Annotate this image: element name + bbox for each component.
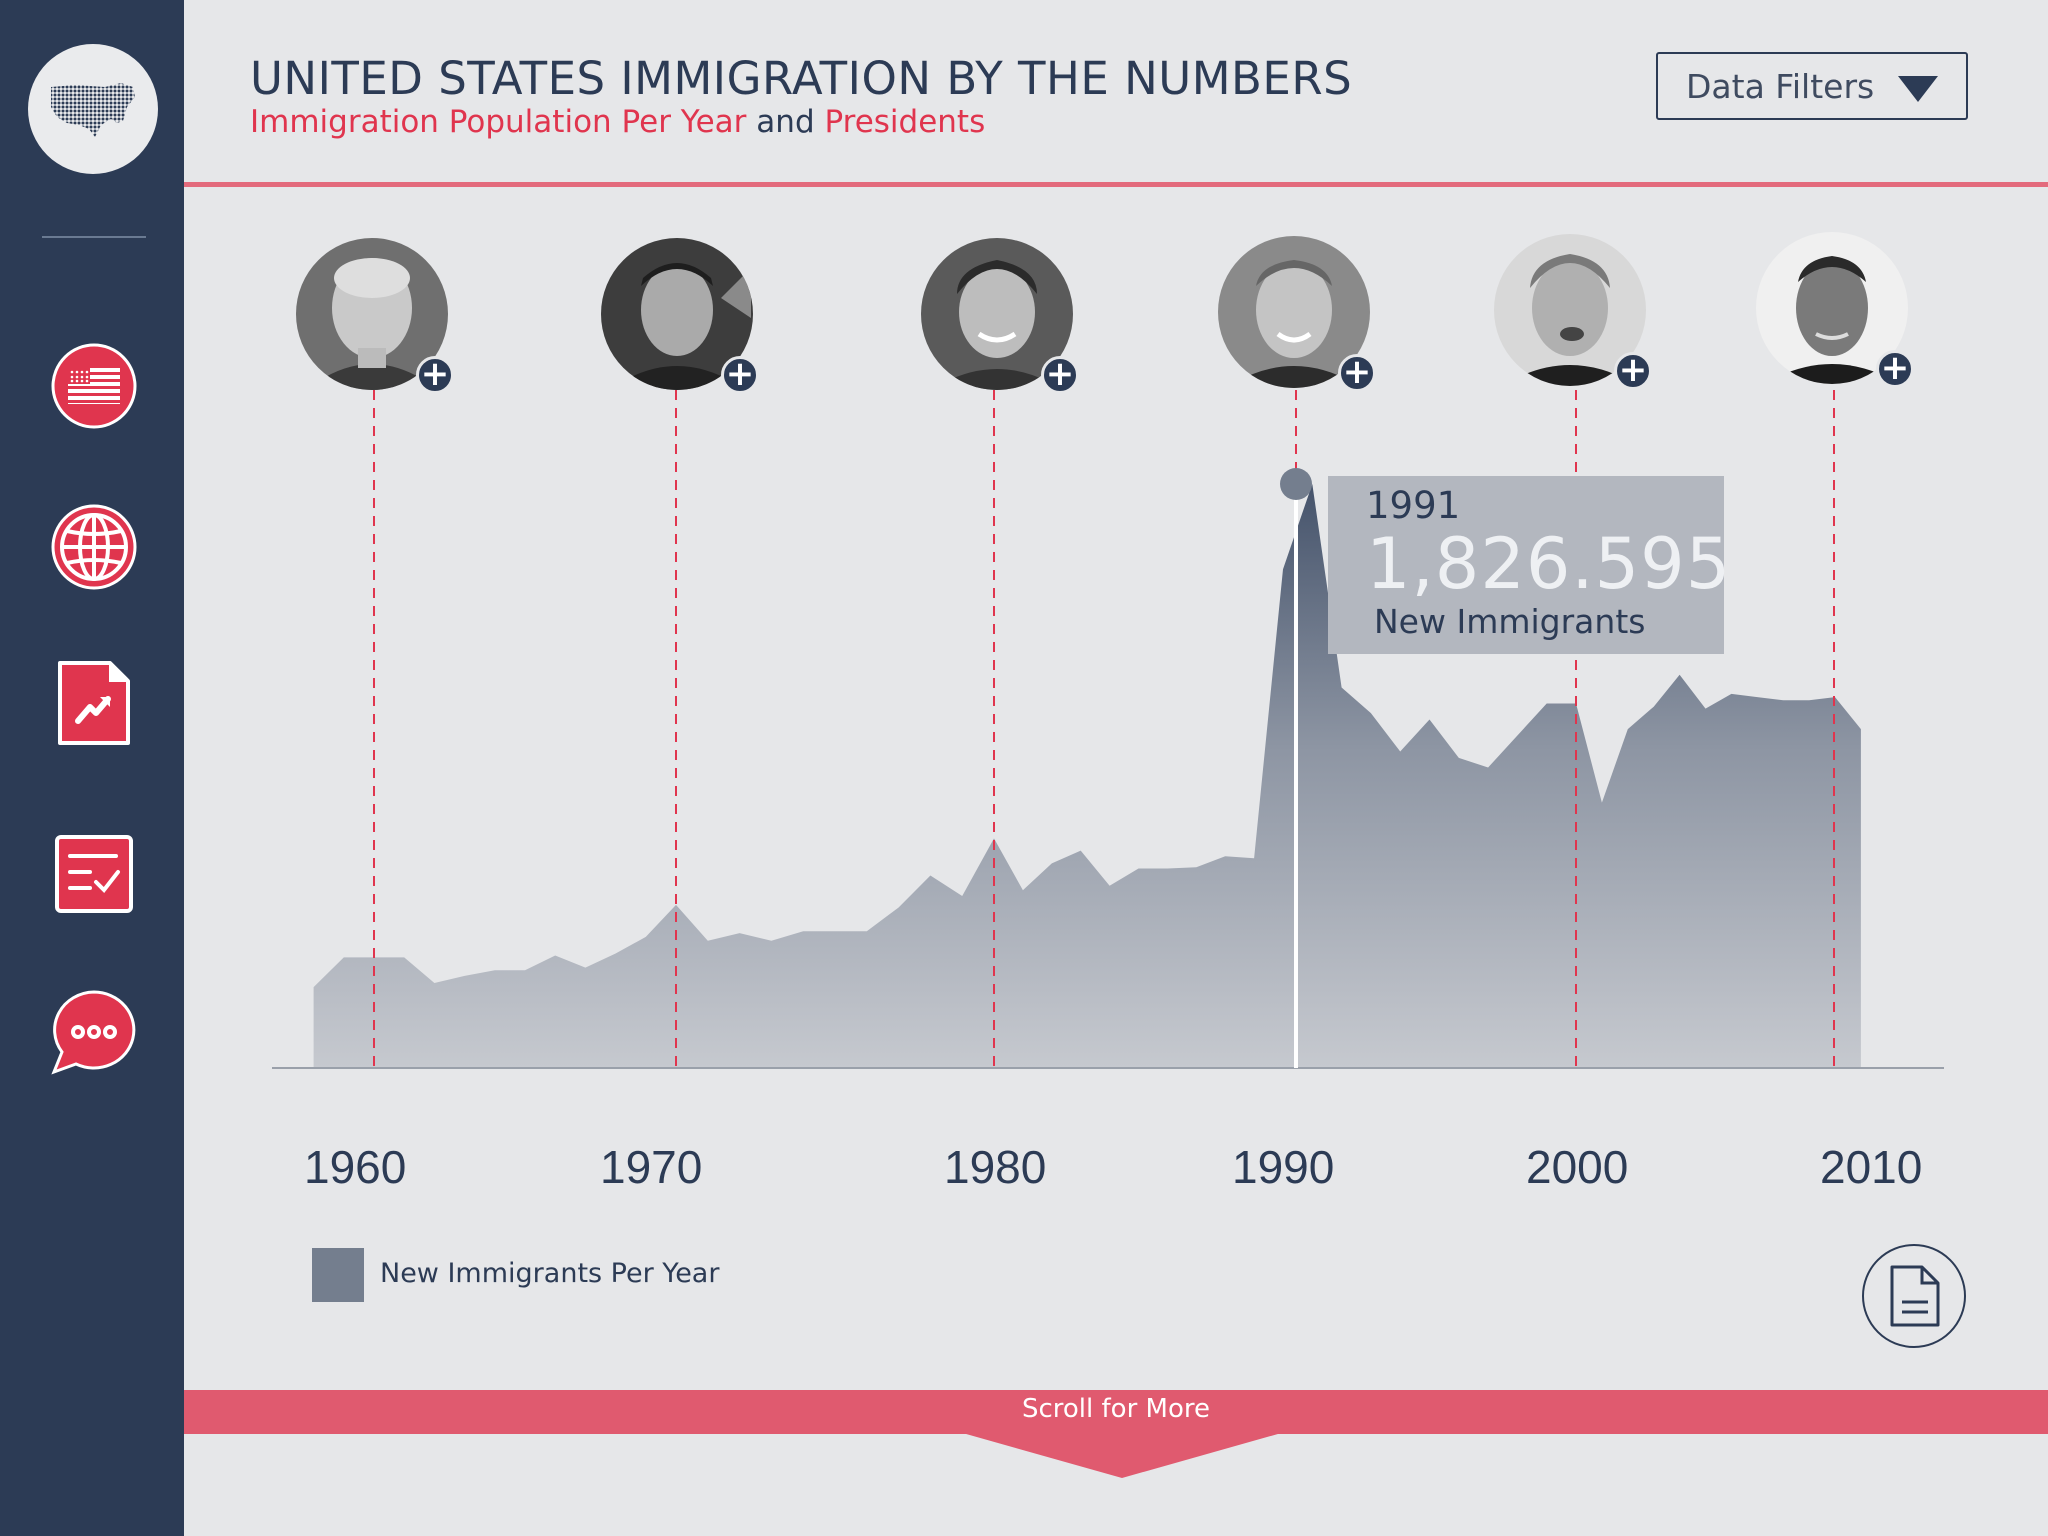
x-tick-label: 1970 [600,1141,703,1193]
plus-icon[interactable]: + [416,356,454,394]
x-tick-label: 1980 [944,1141,1047,1193]
scroll-down-tab[interactable] [952,1430,1292,1478]
tooltip-value: 1,826.595 [1366,523,1732,605]
logo[interactable] [28,44,158,174]
plus-icon[interactable]: + [721,356,759,394]
sidebar [0,0,184,1536]
highlight-point[interactable] [1280,468,1312,500]
chevron-down-icon [1898,76,1938,102]
legend-swatch [312,1248,364,1302]
plus-icon[interactable]: + [1614,352,1652,390]
tooltip-label: New Immigrants [1374,602,1646,641]
president-5[interactable]: + [1494,234,1652,390]
president-3[interactable]: + [921,238,1079,394]
document-icon [1890,1265,1940,1327]
document-button[interactable] [1862,1244,1966,1348]
x-tick-label: 2000 [1526,1141,1629,1193]
plus-icon[interactable]: + [1338,354,1376,392]
globe-icon [51,504,137,590]
sidebar-item-flag[interactable] [50,342,138,430]
president-4[interactable]: + [1218,236,1376,392]
sidebar-item-checklist[interactable] [50,830,138,918]
sidebar-item-globe[interactable] [50,503,138,591]
page-subtitle: Immigration Population Per Year and Pres… [250,104,985,140]
sidebar-item-chat[interactable] [50,988,138,1076]
x-tick-label: 1960 [304,1141,407,1193]
chart-report-icon [58,661,130,745]
tooltip-year: 1991 [1366,484,1461,527]
data-filters-label: Data Filters [1686,66,1875,106]
plus-icon[interactable]: + [1041,356,1079,394]
sidebar-item-report[interactable] [50,660,138,748]
chart-area-series [313,484,1861,1068]
plus-icon[interactable]: + [1876,350,1914,388]
data-tooltip: 1991 1,826.595 New Immigrants [1328,476,1732,654]
x-tick-label: 2010 [1820,1141,1923,1193]
president-portrait-icon [1494,234,1646,386]
president-6[interactable]: + [1756,232,1914,388]
president-1[interactable]: + [296,238,454,394]
subtitle-part-2: Presidents [824,104,986,140]
subtitle-and: and [756,104,815,140]
sidebar-divider [42,236,146,238]
header-divider [184,182,2048,187]
checklist-icon [55,835,133,913]
subtitle-part-1: Immigration Population Per Year [250,104,747,140]
data-filters-dropdown[interactable]: Data Filters [1656,52,1968,120]
president-portrait-icon [296,238,448,390]
chat-icon [51,990,136,1075]
legend-label: New Immigrants Per Year [380,1258,720,1289]
flag-icon [51,343,137,429]
usa-map-icon [51,83,135,137]
x-tick-label: 1990 [1232,1141,1335,1193]
scroll-banner [184,1390,2048,1434]
scroll-for-more[interactable]: Scroll for More [1021,1394,1210,1424]
page-title: UNITED STATES IMMIGRATION BY THE NUMBERS [250,52,1353,105]
president-2[interactable]: + [601,238,759,394]
